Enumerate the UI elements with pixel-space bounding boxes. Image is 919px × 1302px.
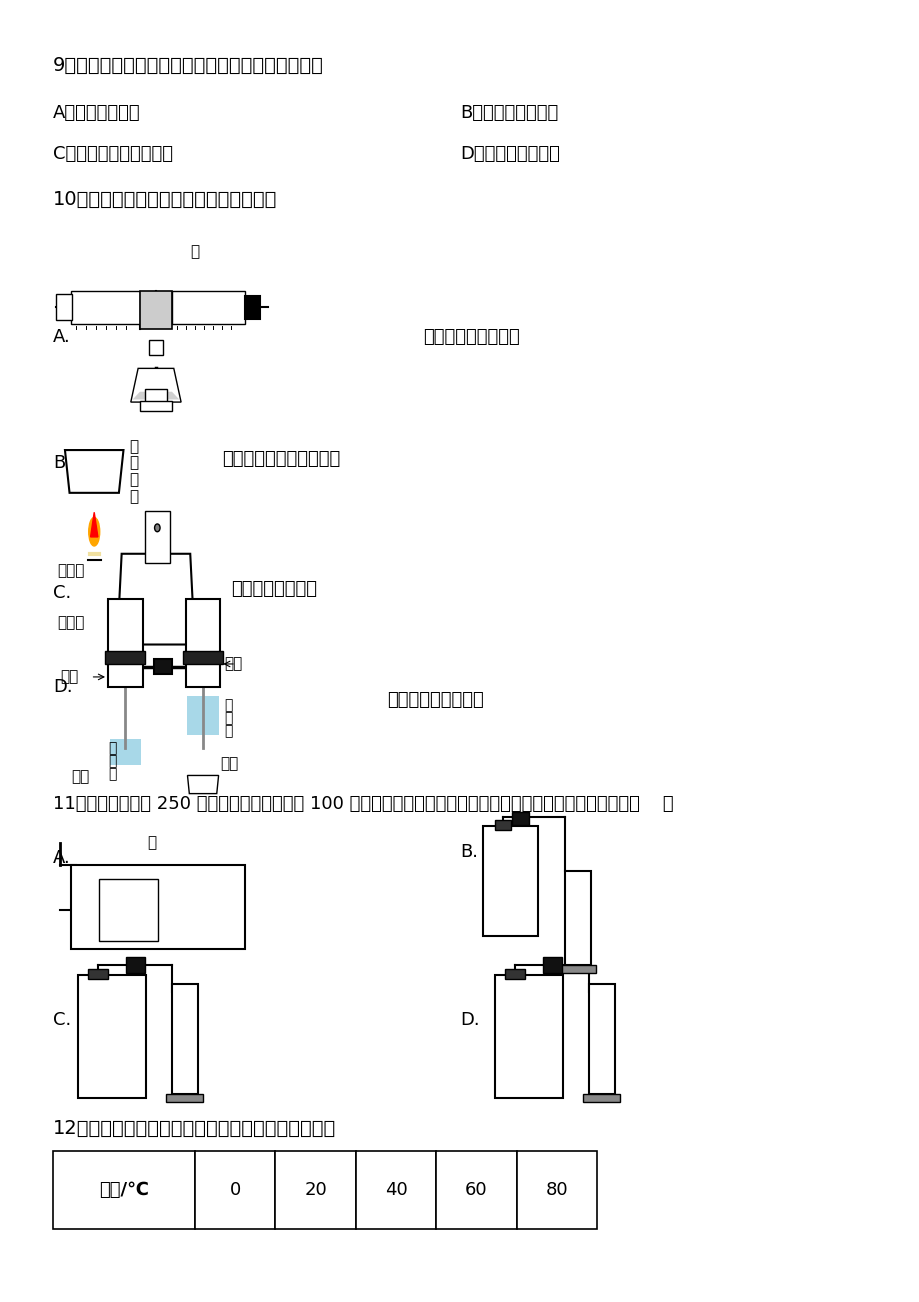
Text: 杯: 杯 — [129, 490, 138, 504]
Bar — [172, 290, 244, 324]
Bar — [78, 975, 146, 1099]
Text: 物: 物 — [224, 711, 233, 725]
Text: 烧: 烧 — [129, 473, 138, 487]
Bar — [559, 965, 596, 973]
Bar — [87, 969, 108, 979]
Text: D．减少酸雨的形成: D．减少酸雨的形成 — [460, 146, 560, 164]
Text: 12．下表提供了硝酸钾固体在不同温度时的溶解度。: 12．下表提供了硝酸钾固体在不同温度时的溶解度。 — [53, 1118, 336, 1138]
Text: 铁钉: 铁钉 — [72, 769, 89, 784]
Text: 植: 植 — [224, 698, 233, 712]
Bar — [588, 984, 614, 1095]
Text: B．减少氧气的消耗: B．减少氧气的消耗 — [460, 104, 558, 122]
Text: 测定空气里氧气含量: 测定空气里氧气含量 — [423, 328, 519, 346]
Text: A．减少煤的浪费: A．减少煤的浪费 — [53, 104, 141, 122]
Text: C．减少二氧化碳的排放: C．减少二氧化碳的排放 — [53, 146, 173, 164]
Text: 0: 0 — [229, 1181, 241, 1199]
Text: 有水: 有水 — [224, 656, 242, 672]
Text: D.: D. — [460, 1012, 479, 1030]
Text: 铁钉: 铁钉 — [221, 756, 238, 771]
Bar — [109, 740, 141, 766]
Text: 证明蜡烛中含碳、氢元素: 证明蜡烛中含碳、氢元素 — [222, 450, 340, 469]
Text: 冷: 冷 — [129, 456, 138, 470]
Text: B.: B. — [460, 842, 478, 861]
Bar — [195, 1151, 275, 1229]
Text: 温度/℃: 温度/℃ — [99, 1181, 149, 1199]
Text: 水: 水 — [108, 767, 116, 781]
Bar — [583, 1095, 619, 1103]
Polygon shape — [65, 450, 123, 493]
Bar — [183, 651, 223, 664]
Bar — [149, 340, 163, 355]
Text: A.: A. — [53, 328, 71, 346]
Bar — [56, 294, 73, 320]
Bar — [72, 865, 244, 949]
Bar — [516, 1151, 596, 1229]
Text: 80: 80 — [545, 1181, 568, 1199]
Bar — [74, 874, 243, 944]
Text: 探究铁生锈需要氧气: 探究铁生锈需要氧气 — [386, 691, 483, 710]
Bar — [542, 957, 561, 973]
Bar — [108, 599, 142, 687]
Bar — [356, 1151, 436, 1229]
Bar — [166, 1095, 203, 1103]
Text: 9．工业上常把煤块粉碎后使其充分燃烧，其目的是: 9．工业上常把煤块粉碎后使其充分燃烧，其目的是 — [53, 56, 323, 74]
Text: 干: 干 — [129, 439, 138, 453]
Bar — [436, 1151, 516, 1229]
Text: 60: 60 — [465, 1181, 487, 1199]
Text: 空气: 空气 — [61, 669, 78, 685]
Polygon shape — [130, 368, 181, 402]
Text: D.: D. — [53, 678, 73, 697]
Text: 40: 40 — [384, 1181, 407, 1199]
Bar — [564, 871, 590, 965]
Polygon shape — [119, 602, 193, 642]
Text: 11．实验室现需用 250 毫升的集气瓶收集一瓶 100 毫升的氧气，小明设计了如下装置进行收集，其中合理的是（    ）: 11．实验室现需用 250 毫升的集气瓶收集一瓶 100 毫升的氧气，小明设计了… — [53, 796, 673, 812]
Bar — [172, 984, 198, 1095]
Bar — [187, 697, 219, 736]
Bar — [186, 599, 221, 687]
Polygon shape — [117, 553, 195, 644]
Text: 稀盐酸: 稀盐酸 — [58, 564, 85, 578]
Bar — [140, 401, 172, 411]
Bar — [126, 957, 144, 973]
Bar — [72, 290, 140, 324]
Bar — [187, 697, 219, 713]
Text: C.: C. — [53, 583, 72, 602]
Bar — [153, 659, 172, 674]
Bar — [105, 651, 145, 664]
Text: 石灰石: 石灰石 — [58, 615, 85, 630]
Text: 油: 油 — [224, 724, 233, 738]
Bar — [140, 290, 172, 329]
Text: 蒸: 蒸 — [108, 741, 116, 755]
Polygon shape — [187, 776, 219, 794]
Bar — [244, 296, 259, 319]
Bar — [275, 1151, 356, 1229]
Bar — [494, 819, 511, 829]
Text: B.: B. — [53, 454, 71, 473]
Text: 馏: 馏 — [108, 754, 116, 768]
Text: C.: C. — [53, 1012, 72, 1030]
Bar — [482, 825, 537, 936]
Circle shape — [154, 523, 160, 531]
Bar — [98, 879, 158, 941]
Text: 水: 水 — [147, 836, 156, 850]
Bar — [505, 969, 525, 979]
Polygon shape — [132, 392, 179, 400]
Text: 探究二氧化碳性质: 探究二氧化碳性质 — [232, 579, 317, 598]
Polygon shape — [90, 512, 97, 536]
Ellipse shape — [88, 517, 99, 546]
Bar — [53, 1151, 195, 1229]
Text: 20: 20 — [304, 1181, 326, 1199]
Bar — [494, 975, 562, 1099]
Text: A.: A. — [53, 849, 71, 867]
Bar — [144, 510, 170, 562]
Bar — [144, 389, 167, 402]
Text: 铜: 铜 — [190, 245, 199, 259]
Text: 10．通过下列实验，不能达到实验目的是: 10．通过下列实验，不能达到实验目的是 — [53, 190, 278, 210]
Bar — [512, 811, 528, 824]
